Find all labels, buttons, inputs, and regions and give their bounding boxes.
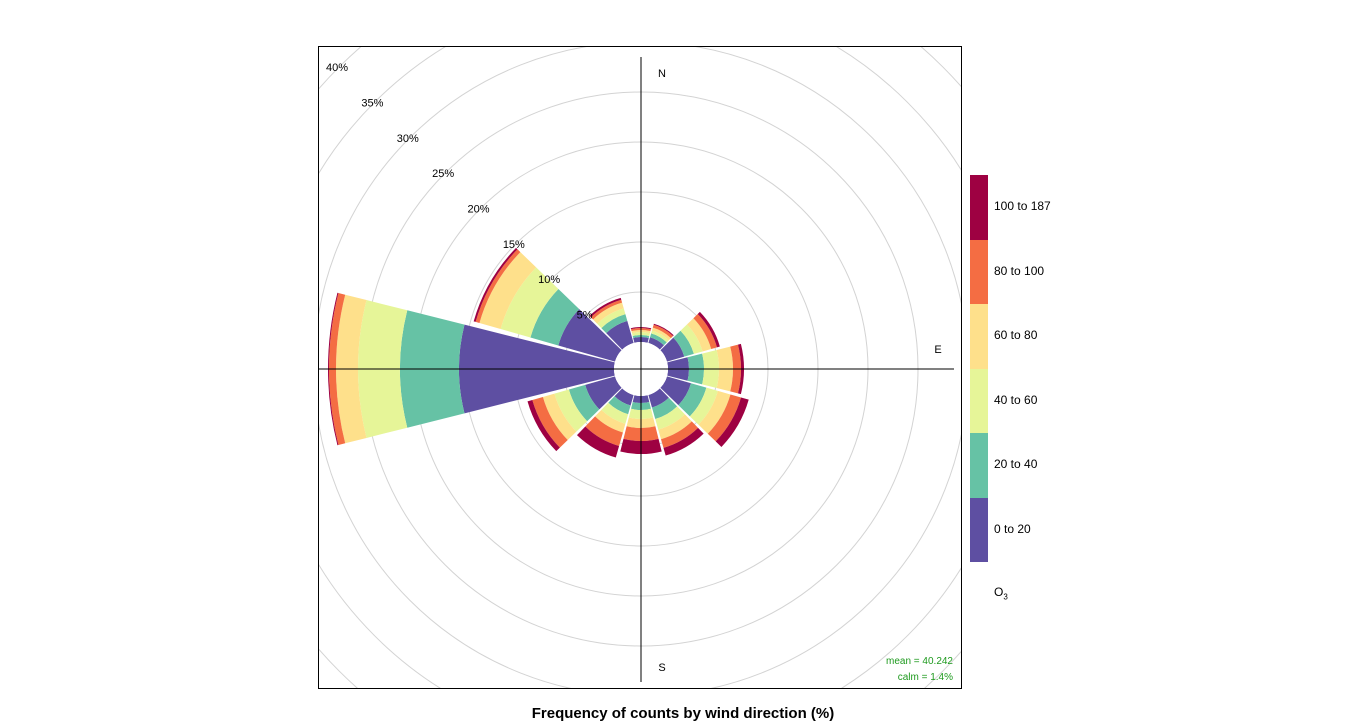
legend-swatch-60-to-80 <box>970 304 988 369</box>
petal-segment-150-0-to-20 <box>648 388 669 408</box>
petal-segment-330-0-to-20 <box>606 320 634 350</box>
petal-120deg <box>660 376 749 447</box>
ring-label-15: 15% <box>503 239 525 251</box>
legend-title-subscript: 3 <box>1003 592 1008 602</box>
legend-swatch-20-to-40 <box>970 433 988 498</box>
legend-label-80-to-100: 80 to 100 <box>994 263 1045 278</box>
ring-label-40: 40% <box>326 62 348 74</box>
petal-segment-210-0-to-20 <box>614 388 634 406</box>
legend-title-main: O <box>994 585 1004 599</box>
legend-swatch-0-to-20 <box>970 497 988 562</box>
petal-330deg <box>589 297 634 350</box>
legend-label-40-to-60: 40 to 60 <box>994 392 1038 407</box>
petal-segment-240-0-to-20 <box>585 376 622 410</box>
chart-title: Frequency of counts by wind direction (%… <box>531 705 835 722</box>
petal-segment-30-100-to-187 <box>653 323 674 336</box>
petal-segment-120-80-to-100 <box>707 394 742 442</box>
legend-swatch-40-to-60 <box>970 368 988 433</box>
petal-segment-240-40-to-60 <box>554 389 588 432</box>
legend-swatch-100-to-187 <box>970 175 988 240</box>
petal-segment-330-40-to-60 <box>597 308 626 329</box>
petal-segment-0-100-to-187 <box>630 327 652 330</box>
petal-segment-240-80-to-100 <box>532 396 568 448</box>
petal-segment-30-80-to-100 <box>652 324 674 339</box>
ring-labels: N E S 5% 10% 15% 20% 25% 30% 35% 40% <box>326 62 942 674</box>
petal-segment-120-20-to-40 <box>678 383 707 417</box>
petal-segment-210-100-to-187 <box>576 426 620 458</box>
petal-segment-150-40-to-60 <box>655 406 685 430</box>
legend-label-20-to-40: 20 to 40 <box>994 457 1038 472</box>
ring-label-35: 35% <box>361 97 383 109</box>
ring-label-5: 5% <box>577 310 593 322</box>
legend-label-60-to-80: 60 to 80 <box>994 328 1038 343</box>
petal-segment-150-80-to-100 <box>660 421 699 448</box>
petal-300deg <box>473 247 622 362</box>
petal-segment-210-20-to-40 <box>608 396 631 415</box>
petal-segment-90-100-to-187 <box>737 343 744 395</box>
petal-segment-210-60-to-80 <box>595 409 626 433</box>
axes <box>319 57 954 682</box>
petal-240deg <box>527 376 622 452</box>
petal-segment-150-60-to-80 <box>658 414 692 440</box>
petal-segment-120-60-to-80 <box>698 390 731 434</box>
petal-segment-300-0-to-20 <box>558 309 622 362</box>
petal-segment-120-40-to-60 <box>689 387 718 425</box>
petal-segment-300-80-to-100 <box>475 249 521 323</box>
petal-segment-120-100-to-187 <box>715 397 749 447</box>
calm-annotation: calm = 1.4% <box>897 672 953 683</box>
ring-label-25: 25% <box>432 168 454 180</box>
compass-label-n: N <box>658 68 666 80</box>
ring-label-20: 20% <box>467 203 489 215</box>
petal-segment-300-40-to-60 <box>500 267 559 338</box>
petal-segment-60-80-to-100 <box>693 314 717 350</box>
petal-segment-60-100-to-187 <box>697 311 720 348</box>
petal-segment-330-60-to-80 <box>592 302 624 324</box>
petal-segment-210-80-to-100 <box>585 416 623 446</box>
petal-segment-150-20-to-40 <box>651 397 678 420</box>
petal-segment-30-20-to-40 <box>650 333 667 346</box>
legend-label-0-to-20: 0 to 20 <box>994 521 1031 536</box>
compass-label-s: S <box>658 662 665 674</box>
petal-segment-270-80-to-100 <box>329 292 346 446</box>
petal-30deg <box>648 323 674 350</box>
petal-segment-300-60-to-80 <box>479 252 537 330</box>
petal-segment-30-0-to-20 <box>648 337 664 350</box>
plot-panel: N E S 5% 10% 15% 20% 25% 30% 35% 40% mean = 40.242… <box>318 46 962 689</box>
ring-label-10: 10% <box>538 274 560 286</box>
wind-rose-svg: N E S 5% 10% 15% 20% 25% 30% 35% 40% <box>319 47 961 688</box>
petal-segment-30-40-to-60 <box>651 330 669 343</box>
petal-segment-240-100-to-187 <box>527 399 560 452</box>
petal-segment-270-100-to-187 <box>327 292 339 446</box>
petal-segment-300-20-to-40 <box>530 288 580 346</box>
petal-60deg <box>660 311 720 362</box>
petal-segment-330-20-to-40 <box>601 314 628 334</box>
petal-segment-240-20-to-40 <box>568 384 600 422</box>
legend-label-100-to-187: 100 to 187 <box>994 199 1051 214</box>
petal-150deg <box>648 388 704 456</box>
legend-title: O3 <box>994 585 1008 601</box>
petals <box>327 247 749 458</box>
petal-segment-60-0-to-20 <box>660 337 685 362</box>
petal-segment-60-60-to-80 <box>686 318 712 352</box>
mean-annotation: mean = 40.242 <box>886 656 953 667</box>
petal-segment-150-100-to-187 <box>663 427 704 456</box>
petal-segment-330-80-to-100 <box>590 299 623 320</box>
petal-210deg <box>576 388 634 458</box>
petal-segment-330-100-to-187 <box>589 297 622 318</box>
petal-segment-60-20-to-40 <box>673 330 694 357</box>
petal-segment-60-40-to-60 <box>680 324 703 354</box>
legend-swatch-80-to-100 <box>970 239 988 304</box>
petal-segment-120-0-to-20 <box>660 376 692 406</box>
petal-segment-240-60-to-80 <box>542 393 577 440</box>
compass-label-e: E <box>934 344 941 356</box>
petal-segment-30-60-to-80 <box>651 327 671 341</box>
petal-segment-210-40-to-60 <box>601 402 629 424</box>
ring-label-30: 30% <box>397 133 419 145</box>
